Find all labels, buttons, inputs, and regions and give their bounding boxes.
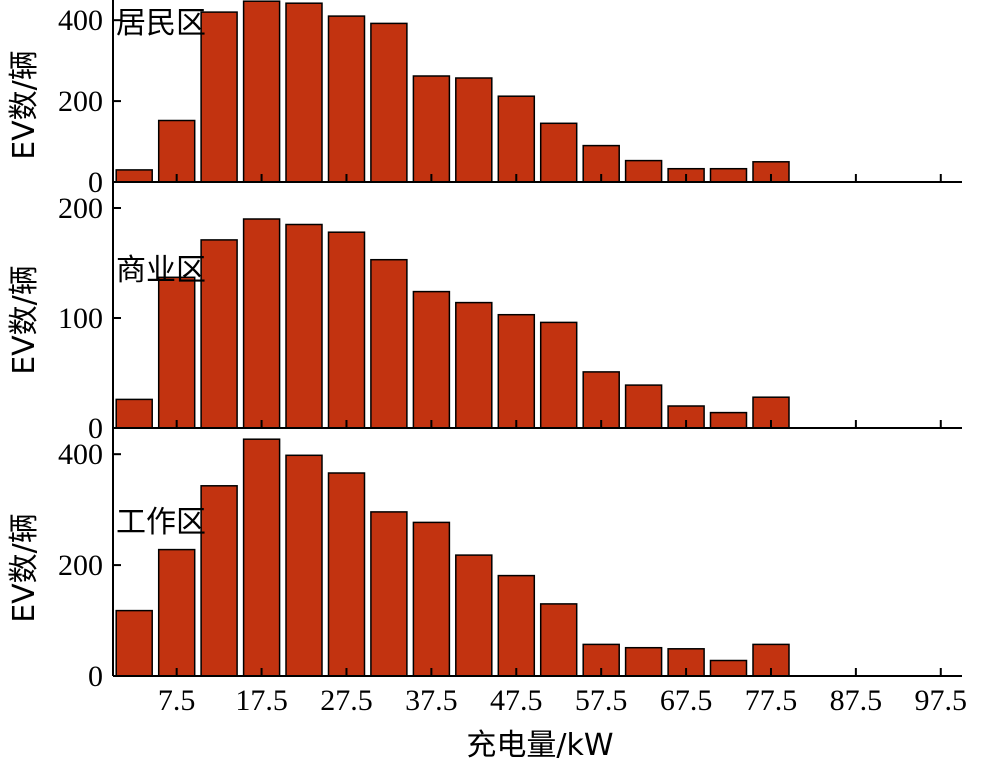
y-tick-label: 200 [58, 85, 103, 118]
y-axis-title: EV数/辆 [7, 265, 42, 375]
y-tick-label: 200 [58, 549, 103, 582]
bar [624, 646, 663, 677]
y-tick-label: 0 [88, 412, 103, 445]
bar [285, 454, 323, 677]
bar [709, 659, 748, 677]
bar [157, 548, 196, 677]
x-axis-title: 充电量/kW [466, 728, 613, 763]
bar [285, 223, 323, 429]
bar [497, 574, 536, 677]
x-tick-label: 67.5 [660, 684, 713, 717]
y-axis-title: EV数/辆 [7, 50, 42, 160]
bar [242, 0, 281, 183]
bar [285, 2, 323, 183]
bar [370, 258, 408, 429]
bar [709, 167, 748, 183]
bar [412, 75, 451, 183]
bar [157, 276, 196, 429]
bar [412, 290, 451, 429]
x-tick-label: 77.5 [745, 684, 798, 717]
bar [539, 122, 578, 183]
bar [624, 159, 663, 183]
y-tick-label: 0 [88, 166, 103, 199]
x-tick-label: 57.5 [575, 684, 628, 717]
bar [115, 169, 153, 183]
x-tick-label: 97.5 [915, 684, 968, 717]
panel-3: 0 200 400 工作区 EV数/辆 [7, 428, 962, 693]
bar [327, 231, 366, 429]
bar [200, 239, 238, 429]
x-tick-label: 17.5 [235, 684, 288, 717]
y-tick-label: 400 [58, 4, 103, 37]
panel-label: 商业区 [116, 253, 206, 288]
x-tick-label: 27.5 [320, 684, 373, 717]
bar [539, 321, 578, 429]
bar [497, 313, 536, 429]
x-tick-label: 37.5 [405, 684, 458, 717]
bar [327, 472, 366, 677]
bar [497, 95, 536, 183]
y-tick-label: 400 [58, 438, 103, 471]
bar [157, 119, 196, 183]
y-tick-label: 200 [58, 192, 103, 225]
y-axis-title: EV数/辆 [7, 513, 42, 623]
bar [327, 15, 366, 183]
panel-1: 0 200 400 居民区 EV数/辆 [7, 0, 962, 199]
x-tick-label: 87.5 [830, 684, 883, 717]
bar [200, 11, 238, 183]
bar [582, 371, 620, 429]
x-tick-label: 7.5 [158, 684, 196, 717]
panel-2: 0 100 200 商业区 EV数/辆 [7, 182, 962, 445]
bar [455, 554, 493, 677]
y-tick-label: 100 [58, 302, 103, 335]
bar [752, 396, 790, 429]
bar [455, 77, 493, 183]
bar [539, 603, 578, 677]
x-axis: 7.5 17.5 27.5 37.5 47.5 57.5 67.5 77.5 87.5 97.5 [158, 684, 967, 717]
bar [709, 411, 748, 429]
x-tick-label: 47.5 [490, 684, 543, 717]
bar [242, 218, 281, 429]
panel-label: 工作区 [116, 505, 206, 540]
bar [242, 438, 281, 677]
bar [200, 485, 238, 677]
bar [412, 521, 451, 677]
bar [370, 22, 408, 183]
bar [115, 398, 153, 429]
panel-label: 居民区 [116, 6, 206, 41]
bar [455, 301, 493, 429]
bar [624, 384, 663, 429]
y-tick-label: 0 [88, 660, 103, 693]
bar [370, 511, 408, 677]
bar [115, 609, 153, 677]
